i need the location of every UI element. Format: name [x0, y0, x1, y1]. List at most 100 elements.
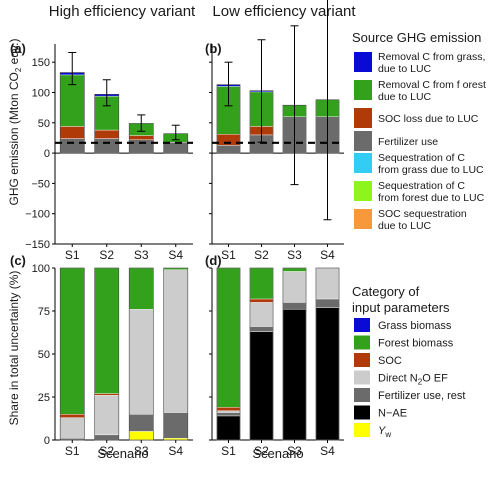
- bar-segment-s2: [94, 267, 120, 394]
- y-tick-label: 50: [38, 118, 50, 130]
- legend-swatch: [354, 153, 372, 173]
- y-tick-label: 25: [38, 392, 50, 404]
- bar-segment-s3: [128, 135, 154, 140]
- bar-segment-s1: [59, 417, 85, 439]
- x-tick-label: S3: [134, 444, 149, 458]
- bar-segment-s3: [282, 302, 307, 310]
- bar-segment-s1: [216, 412, 241, 417]
- legend-swatch: [354, 108, 372, 128]
- legend-swatch: [354, 370, 370, 385]
- y-tick-label: 0: [44, 148, 50, 160]
- bar-segment-s1: [216, 267, 241, 408]
- x-tick-label: S1: [65, 444, 80, 458]
- legend-source-ghg: Source GHG emission Removal C from grass,…: [352, 30, 486, 232]
- x-tick-label: S2: [254, 444, 269, 458]
- bar-segment-s3: [128, 431, 154, 441]
- y-axis-label-bottom: Share in total uncertainty (%): [7, 271, 21, 426]
- y-axis-label-top: GHG emission (Mton CO2 eqv.): [7, 39, 23, 206]
- bar-segment-s2: [249, 326, 274, 332]
- legend-label: Yw: [378, 425, 391, 439]
- x-tick-label: S1: [221, 248, 236, 262]
- legend-label: Fertilizer use: [378, 136, 438, 148]
- legend-label: Removal C from f orest due to LUC: [378, 79, 486, 103]
- bar-segment-s2: [94, 129, 120, 139]
- bar-segment-s1: [59, 267, 85, 415]
- x-tick-label: S1: [65, 248, 80, 262]
- legend-swatch: [354, 335, 370, 350]
- legend-swatch: [354, 388, 370, 402]
- bar-segment-s2: [249, 267, 274, 300]
- bar-segment-s2: [94, 434, 120, 441]
- x-tick-label: S3: [134, 248, 149, 262]
- x-tick-label: S4: [168, 248, 183, 262]
- x-axis-label-d: Scenario: [252, 446, 303, 461]
- panel-label-a: (a): [10, 41, 26, 56]
- legend-title: Category of: [352, 284, 420, 299]
- y-tick-label: −50: [31, 178, 50, 190]
- legend-swatch: [354, 353, 370, 367]
- x-tick-label: S2: [99, 248, 114, 262]
- x-tick-label: S1: [221, 444, 236, 458]
- y-tick-label: 150: [32, 57, 50, 69]
- x-tick-label: S3: [287, 444, 302, 458]
- bar-segment-s4: [315, 267, 340, 300]
- panel-d: S1 S2 S3 S4: [209, 267, 344, 458]
- legend-label: Direct N2O EF: [378, 373, 448, 387]
- bar-segment-s2: [94, 395, 120, 436]
- bar-segment-s1: [216, 415, 241, 441]
- legend-label: SOC: [378, 355, 402, 367]
- bar-segment-s3: [128, 267, 154, 310]
- y-tick-label: 100: [32, 87, 50, 99]
- bar-segment-s2: [249, 331, 274, 441]
- bar-segment-s1: [216, 407, 241, 411]
- bar-segment-s4: [163, 412, 189, 439]
- x-axis-label-c: Scenario: [97, 446, 148, 461]
- y-tick-label: 75: [38, 306, 50, 318]
- legend-swatch: [354, 423, 370, 437]
- panel-label-c: (c): [10, 253, 26, 268]
- panel-b: S1 S2 S3 S4: [209, 0, 344, 262]
- panel-label-d: (d): [205, 253, 222, 268]
- bar-segment-s4: [315, 307, 340, 441]
- y-tick-label: 0: [44, 435, 50, 447]
- x-tick-label: S4: [168, 444, 183, 458]
- bar-segment-s3: [282, 271, 307, 303]
- legend-swatch: [354, 209, 372, 229]
- x-tick-label: S3: [287, 248, 302, 262]
- bar-segment-s1: [216, 410, 241, 413]
- x-tick-label: S4: [320, 444, 335, 458]
- bar-segment-s3: [128, 414, 154, 432]
- legend-label: SOC loss due to LUC: [378, 113, 479, 125]
- bar-segment-s3: [128, 309, 154, 415]
- bar-segment-s2: [249, 298, 274, 303]
- bar-segment-s1: [59, 138, 85, 154]
- x-tick-label: S4: [320, 248, 335, 262]
- legend-label: Grass biomass: [378, 320, 452, 332]
- bar-segment-s1: [59, 414, 85, 418]
- legend-title: input parameters: [352, 300, 450, 315]
- x-tick-label: S2: [254, 248, 269, 262]
- panel-a: −150 −100 −50 0 50 100 150 S1 S2 S3 S4: [25, 44, 193, 262]
- bar-segment-s3: [282, 309, 307, 441]
- y-tick-label: −150: [25, 239, 50, 251]
- legend-label: SOC sequestration due to LUC: [378, 208, 467, 232]
- x-tick-label: S2: [99, 444, 114, 458]
- legend-swatch: [354, 52, 372, 72]
- y-tick-label: 50: [38, 349, 50, 361]
- legend-swatch: [354, 318, 370, 332]
- bar-segment-s3: [282, 267, 307, 272]
- bar-segment-s2: [94, 138, 120, 154]
- panel-label-b: (b): [205, 41, 222, 56]
- bar-segment-s4: [163, 269, 189, 413]
- legend-label: Fertilizer use, rest: [378, 390, 465, 402]
- bar-segment-s2: [94, 393, 120, 396]
- bar-segment-s4: [315, 298, 340, 308]
- y-tick-label: −100: [25, 209, 50, 221]
- legend-swatch: [354, 80, 372, 100]
- legend-swatch: [354, 181, 372, 201]
- panel-c: 0 25 50 75 100 S1 S2 S3 S4: [32, 263, 193, 458]
